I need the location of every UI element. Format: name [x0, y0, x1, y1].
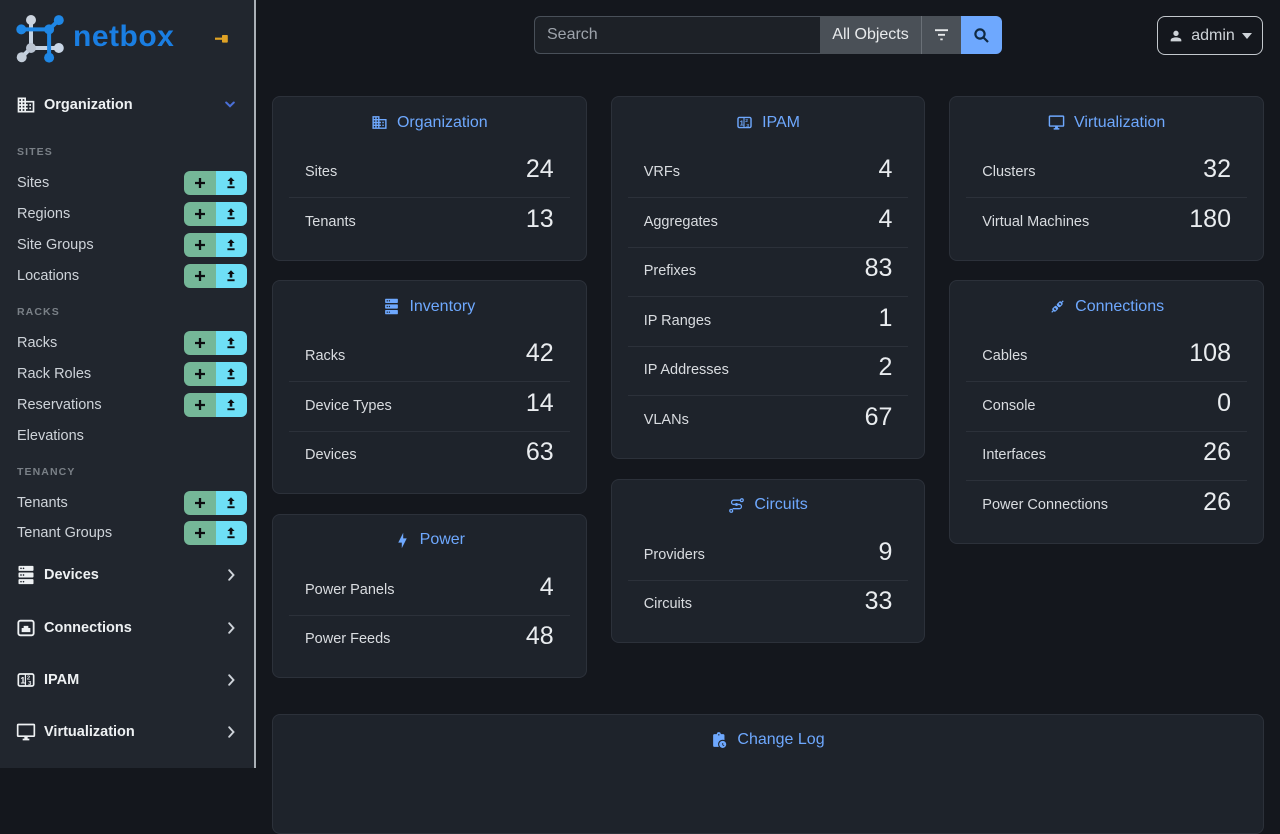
- svg-text:2: 2: [745, 118, 748, 124]
- svg-text:3: 3: [746, 123, 749, 129]
- svg-text:3: 3: [28, 681, 32, 687]
- svg-text:1: 1: [20, 675, 25, 685]
- svg-text:2: 2: [27, 676, 31, 682]
- svg-text:1: 1: [740, 118, 744, 127]
